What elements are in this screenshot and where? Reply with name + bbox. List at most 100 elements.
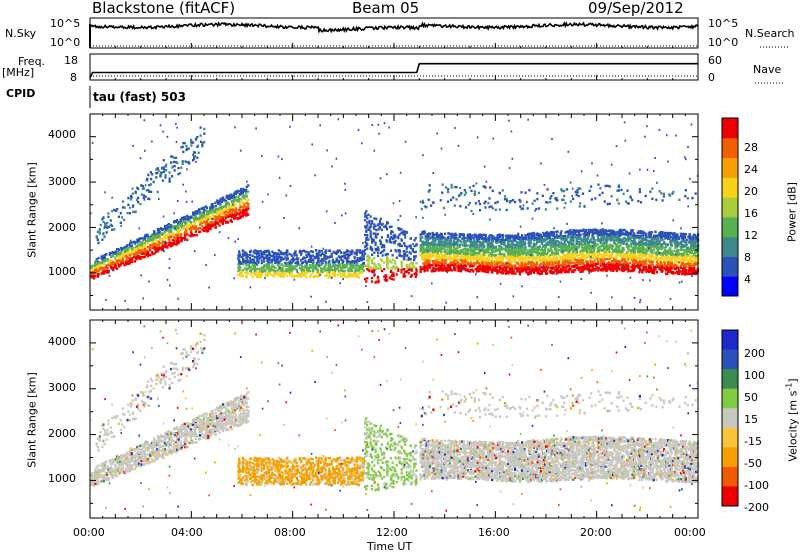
power-cell — [142, 252, 145, 255]
velocity-cell — [199, 332, 202, 335]
velocity-cell — [194, 437, 197, 441]
velocity-cell — [192, 423, 195, 427]
power-cell — [324, 263, 327, 266]
power-cell — [156, 232, 159, 235]
power-cell — [306, 264, 309, 267]
power-cell — [290, 253, 293, 257]
power-cell — [165, 163, 168, 166]
velocity-cell — [119, 428, 122, 432]
power-cell — [265, 254, 268, 257]
power-cell — [251, 276, 254, 279]
power-cell — [91, 272, 94, 275]
power-cell — [212, 205, 215, 209]
power-cell — [98, 228, 101, 231]
velocity-cell — [278, 460, 281, 463]
velocity-cell — [383, 451, 386, 455]
power-cell — [148, 239, 151, 242]
power-cell — [381, 222, 384, 226]
power-cell — [102, 261, 105, 264]
power-cell — [102, 262, 105, 265]
power-cell — [199, 126, 202, 129]
power-cb-28: 28 — [744, 141, 758, 154]
velocity-cell — [97, 477, 100, 480]
velocity-cell — [110, 459, 113, 462]
power-cell — [113, 228, 116, 231]
power-cell — [177, 167, 180, 170]
velocity-cell — [95, 475, 98, 478]
vel-cb-m100: -100 — [744, 479, 769, 492]
beam-title: Beam 05 — [352, 0, 420, 17]
velocity-cell — [207, 422, 210, 426]
power-cell — [311, 250, 314, 254]
velocity-cell — [201, 427, 204, 430]
velocity-cell — [342, 467, 345, 470]
velocity-cell — [123, 413, 126, 416]
power-cell — [119, 212, 122, 215]
velocity-cell — [256, 475, 259, 478]
power-cell — [156, 240, 159, 244]
velocity-cell — [126, 418, 129, 422]
power-cell — [144, 247, 147, 251]
velocity-cell — [136, 448, 139, 451]
velocity-cell — [117, 464, 121, 467]
power-cell — [273, 274, 276, 277]
power-cell — [365, 264, 368, 268]
velocity-cell — [378, 434, 382, 437]
power-cell — [175, 237, 178, 240]
power-cell — [180, 225, 183, 229]
velocity-cell — [173, 444, 176, 448]
velocity-cell — [214, 427, 217, 431]
power-cell — [370, 260, 374, 263]
power-cell — [168, 236, 171, 239]
velocity-cell — [156, 373, 159, 377]
velocity-cell — [116, 469, 120, 472]
velocity-cell — [158, 453, 161, 457]
power-cell — [270, 258, 273, 262]
velocity-cell — [158, 438, 161, 441]
velocity-cell — [209, 432, 212, 436]
power-cell — [199, 226, 202, 230]
velocity-cell — [217, 414, 220, 418]
velocity-cell — [102, 478, 105, 481]
power-cell — [192, 211, 195, 214]
power-cell — [202, 206, 205, 209]
velocity-cell — [96, 474, 100, 477]
power-cell — [166, 227, 169, 230]
velocity-cell — [156, 378, 159, 381]
power-cell — [371, 222, 374, 225]
velocity-cell — [109, 466, 113, 469]
velocity-cell — [186, 446, 189, 449]
power-cell — [161, 242, 164, 245]
velocity-cell — [161, 452, 164, 455]
power-cell — [180, 238, 183, 241]
velocity-cell — [376, 458, 380, 462]
velocity-cell — [249, 473, 252, 476]
power-cell — [109, 258, 113, 261]
velocity-cell — [145, 447, 148, 450]
velocity-cell — [368, 429, 371, 432]
power-cell — [190, 221, 193, 224]
velocity-cell — [177, 430, 180, 434]
power-cell — [164, 243, 167, 246]
velocity-cell — [273, 463, 276, 467]
power-cell — [245, 195, 248, 198]
velocity-cell — [368, 426, 371, 430]
velocity-cell — [373, 476, 376, 479]
power-cell — [192, 213, 195, 216]
power-cell — [159, 238, 163, 241]
power-cell — [128, 212, 131, 215]
power-cell — [151, 240, 154, 244]
power-cell — [355, 272, 358, 276]
power-cell — [165, 241, 168, 245]
velocity-cell — [234, 409, 237, 412]
velocity-cell — [370, 468, 374, 471]
power-cell — [188, 234, 191, 237]
velocity-cell — [169, 367, 173, 371]
power-cell — [112, 251, 115, 255]
power-cell — [102, 257, 105, 261]
power-cb-4: 4 — [744, 273, 751, 286]
velocity-cell — [345, 473, 348, 476]
power-cell — [194, 223, 197, 226]
power-cell — [121, 257, 124, 260]
power-cell — [132, 204, 135, 207]
